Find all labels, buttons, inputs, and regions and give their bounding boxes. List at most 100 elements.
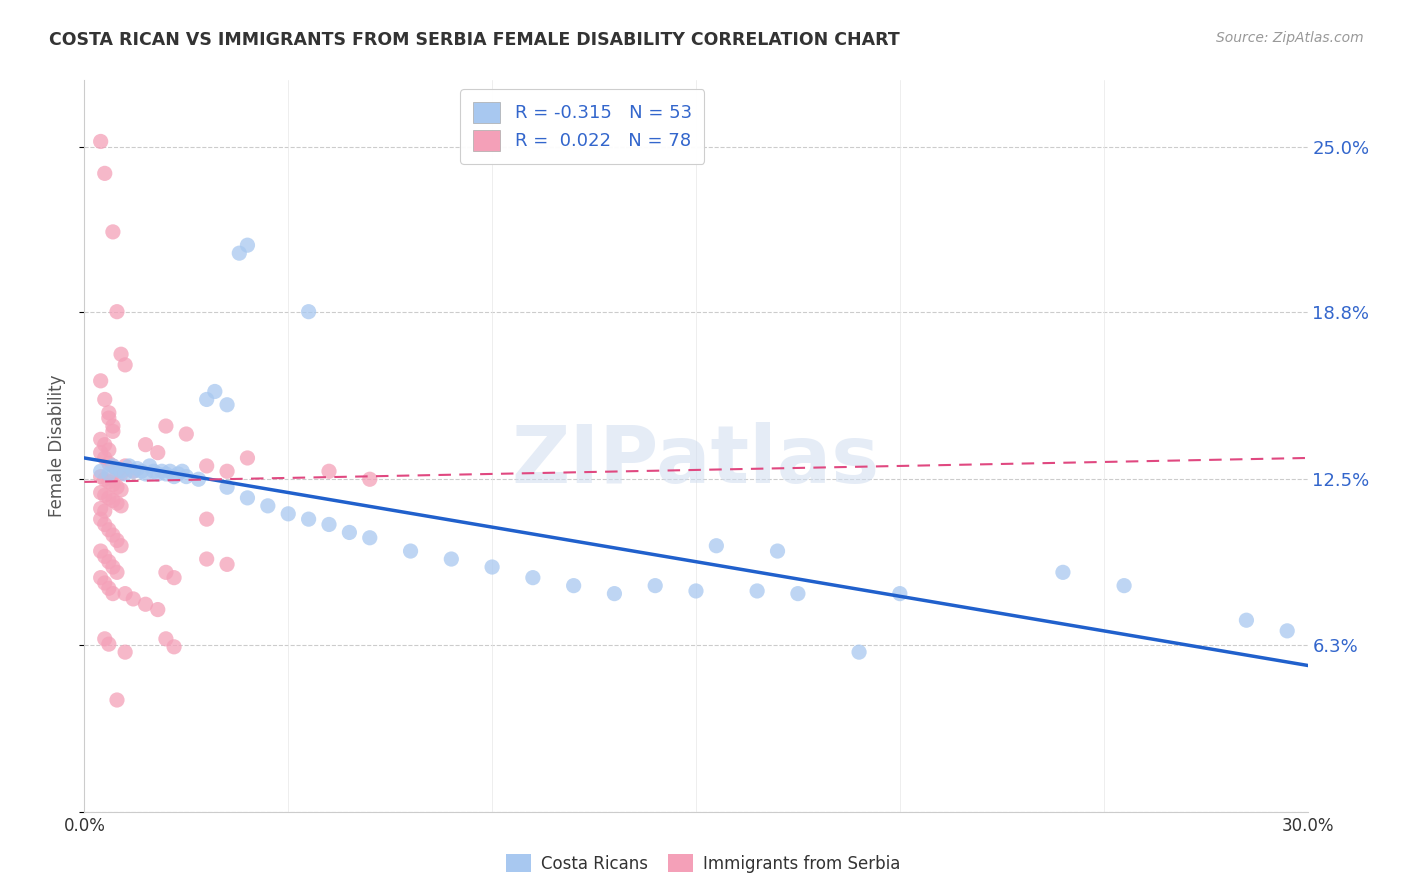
Point [93,472,115,486]
Point [277,507,299,521]
Point [217,480,239,494]
Point [101,225,124,239]
Point [131,464,153,478]
Point [90,135,112,149]
Y-axis label: Female Disability: Female Disability [48,375,66,517]
Point [97,467,120,481]
Point [318,517,340,532]
Point [101,560,124,574]
Point [101,419,124,434]
Point [174,427,197,442]
Point [706,539,728,553]
Point [101,528,124,542]
Point [359,531,381,545]
Point [93,438,115,452]
Point [562,579,585,593]
Point [101,477,124,491]
Point [97,475,120,489]
Point [481,560,503,574]
Point [187,472,209,486]
Point [90,512,112,526]
Point [163,469,186,483]
Point [146,467,169,481]
Point [127,461,149,475]
Point [114,645,136,659]
Point [236,450,259,465]
Point [114,458,136,473]
Point [90,374,112,388]
Point [195,512,218,526]
Point [298,512,321,526]
Point [603,586,626,600]
Text: ZIPatlas: ZIPatlas [512,422,880,500]
Point [1114,579,1136,593]
Point [195,552,218,566]
Point [105,566,128,580]
Point [228,246,250,260]
Point [440,552,463,566]
Point [97,582,120,596]
Point [90,501,112,516]
Point [101,493,124,508]
Point [167,467,190,481]
Point [766,544,789,558]
Point [101,458,124,473]
Point [889,586,911,600]
Point [93,392,115,407]
Point [159,464,181,478]
Point [114,586,136,600]
Point [172,464,194,478]
Point [97,456,120,470]
Point [105,480,128,494]
Point [110,464,132,478]
Point [93,549,115,564]
Point [101,425,124,439]
Point [97,406,120,420]
Point [163,640,186,654]
Point [122,464,145,478]
Point [204,384,226,399]
Point [101,586,124,600]
Point [105,464,128,478]
Point [114,467,136,481]
Point [359,472,381,486]
Point [105,496,128,510]
Point [90,464,112,478]
Point [122,591,145,606]
Point [110,467,132,481]
Point [1052,566,1074,580]
Point [138,458,160,473]
Point [522,571,544,585]
Point [135,438,157,452]
Point [257,499,280,513]
Point [122,464,145,478]
Point [90,433,112,447]
Point [93,450,115,465]
Point [90,571,112,585]
Point [97,523,120,537]
Point [146,445,169,459]
Point [195,392,218,407]
Point [105,304,128,318]
Point [848,645,870,659]
Point [93,166,115,180]
Point [146,602,169,616]
Point [217,464,239,478]
Point [97,411,120,425]
Point [787,586,810,600]
Point [97,555,120,569]
Point [1277,624,1299,638]
Point [90,445,112,459]
Point [399,544,422,558]
Point [163,571,186,585]
Point [93,632,115,646]
Text: COSTA RICAN VS IMMIGRANTS FROM SERBIA FEMALE DISABILITY CORRELATION CHART: COSTA RICAN VS IMMIGRANTS FROM SERBIA FE… [49,31,900,49]
Point [93,517,115,532]
Point [93,488,115,502]
Point [118,458,141,473]
Point [150,464,173,478]
Point [110,483,132,497]
Point [97,637,120,651]
Point [174,469,197,483]
Point [110,499,132,513]
